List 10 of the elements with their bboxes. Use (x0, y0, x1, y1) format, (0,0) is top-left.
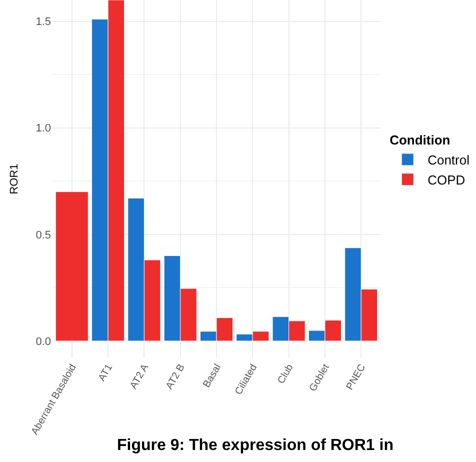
y-tick-label: 1.0 (36, 122, 51, 135)
y-tick-label: 0.0 (36, 336, 51, 348)
y-axis-title: ROR1 (8, 164, 20, 194)
legend-label: Control (428, 152, 470, 168)
x-tick-label: AT1 (96, 362, 116, 384)
caption: Figure 9: The expression of ROR1 in (117, 437, 394, 454)
y-tick-label: 0.5 (36, 229, 51, 242)
legend-label: COPD (428, 172, 466, 188)
legend-title: Condition (390, 132, 450, 148)
y-tick-label: 1.5 (36, 16, 51, 28)
